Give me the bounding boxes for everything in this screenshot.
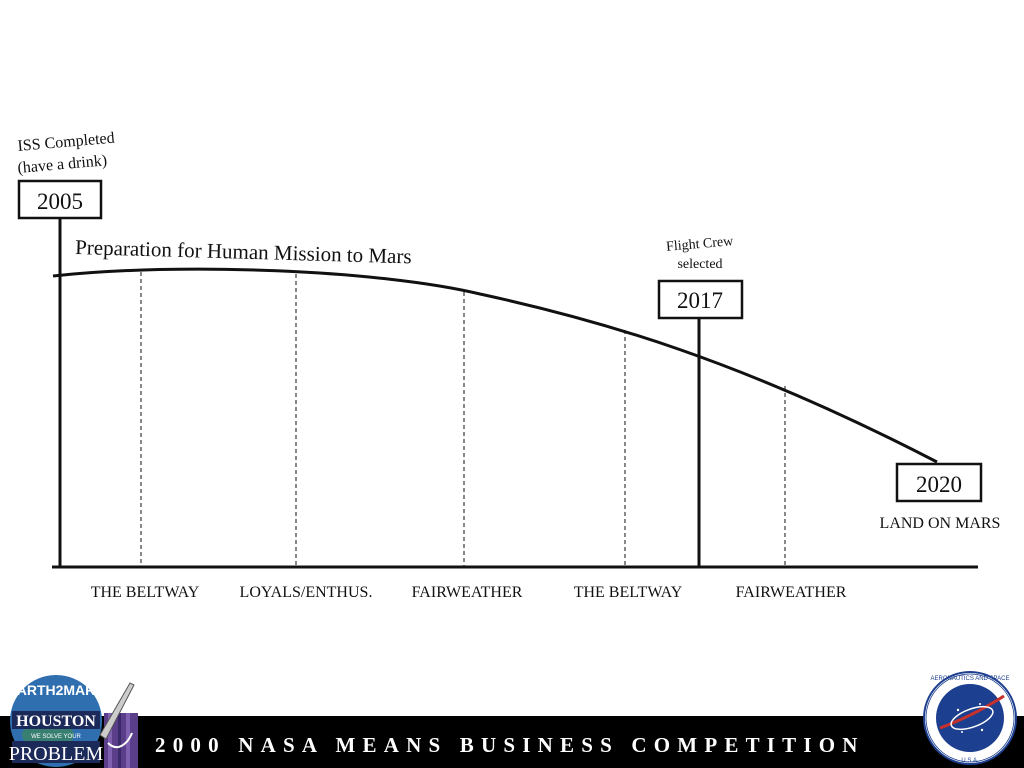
start-year-label: 2005 [37,189,83,214]
earth2mars-logo: EARTH2MARS HOUSTON WE SOLVE YOUR PROBLEM [8,675,138,768]
logo-left-line3: PROBLEM [9,743,104,765]
mid-caption-line1: Flight Crew [666,234,735,255]
mid-year-label: 2017 [677,288,723,313]
footer-bar [0,716,1024,768]
nasa-seal-logo: AERONAUTICS AND SPACE U.S.A. [923,671,1017,765]
segment-label: FAIRWEATHER [736,584,847,601]
logo-left-line2: HOUSTON [16,713,96,730]
logo-left-line1: EARTH2MARS [8,682,105,698]
start-caption-line2: (have a drink) [17,152,108,177]
nasa-seal-bottom-text: U.S.A. [961,758,979,764]
segment-label: THE BELTWAY [574,584,683,601]
start-caption-line1: ISS Completed [17,130,115,155]
nasa-seal-top-text: AERONAUTICS AND SPACE [931,676,1010,682]
end-year-box [895,462,983,503]
logo-left-small: WE SOLVE YOUR [31,734,81,740]
segment-label: FAIRWEATHER [412,584,523,601]
end-caption: LAND ON MARS [880,515,1001,532]
footer-title: 2000 NASA MEANS BUSINESS COMPETITION [155,733,865,757]
segment-label: THE BELTWAY [91,584,200,601]
start-year-box [17,179,103,220]
mid-caption-line2: selected [677,257,722,272]
segment-label: LOYALS/ENTHUS. [240,584,373,601]
mid-year-box [657,279,744,320]
trajectory-curve [52,267,938,464]
diagram-title: Preparation for Human Mission to Mars [75,235,412,268]
end-year-label: 2020 [916,472,962,497]
